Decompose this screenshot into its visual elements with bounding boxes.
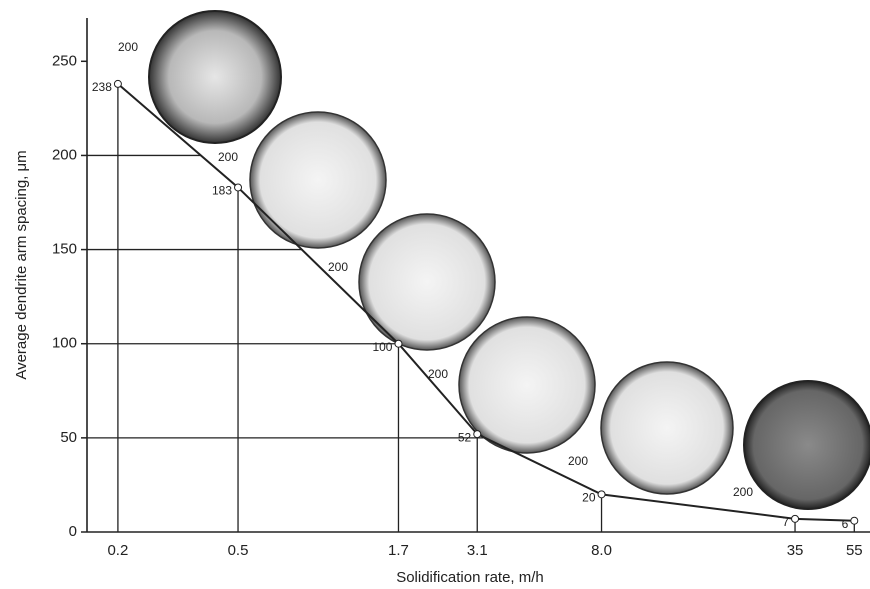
magnification: 200 bbox=[733, 485, 753, 499]
y-tick-label: 0 bbox=[69, 523, 77, 540]
magnification: 200 bbox=[428, 367, 448, 381]
point bbox=[395, 340, 402, 347]
chart: 200 200 200 200 200 200 Solidification r… bbox=[0, 0, 870, 589]
value-label: 52 bbox=[458, 430, 472, 444]
value-label: 183 bbox=[212, 184, 232, 198]
x-tick-label: 0.2 bbox=[107, 542, 128, 559]
y-tick-label: 150 bbox=[52, 241, 77, 258]
point bbox=[851, 517, 858, 524]
micrograph bbox=[601, 362, 733, 494]
micrograph bbox=[744, 381, 870, 509]
x-tick-label: 0.5 bbox=[228, 542, 249, 559]
x-tick-label: 3.1 bbox=[467, 542, 488, 559]
x-tick-label: 8.0 bbox=[591, 542, 612, 559]
value-label: 100 bbox=[372, 340, 392, 354]
magnification: 200 bbox=[118, 40, 138, 54]
micrograph bbox=[250, 112, 386, 248]
magnification: 200 bbox=[328, 260, 348, 274]
magnification: 200 bbox=[218, 150, 238, 164]
value-label: 7 bbox=[782, 515, 789, 529]
y-tick-label: 50 bbox=[60, 429, 77, 446]
micrograph bbox=[359, 214, 495, 350]
point bbox=[792, 515, 799, 522]
y-axis-label: Average dendrite arm spacing, μm bbox=[13, 150, 30, 379]
micrographs: 200 200 200 200 200 200 bbox=[118, 11, 870, 509]
x-tick-label: 55 bbox=[846, 542, 863, 559]
x-axis-label: Solidification rate, m/h bbox=[396, 569, 544, 586]
x-tick-label: 1.7 bbox=[388, 542, 409, 559]
magnification: 200 bbox=[568, 454, 588, 468]
x-tick-label: 35 bbox=[787, 542, 804, 559]
y-tick-label: 200 bbox=[52, 146, 77, 163]
value-label: 238 bbox=[92, 80, 112, 94]
value-label: 20 bbox=[582, 491, 596, 505]
point bbox=[474, 431, 481, 438]
point bbox=[598, 491, 605, 498]
point bbox=[235, 184, 242, 191]
y-tick-label: 250 bbox=[52, 52, 77, 69]
point bbox=[114, 80, 121, 87]
y-tick-label: 100 bbox=[52, 335, 77, 352]
value-label: 6 bbox=[842, 517, 849, 531]
micrograph bbox=[149, 11, 281, 143]
